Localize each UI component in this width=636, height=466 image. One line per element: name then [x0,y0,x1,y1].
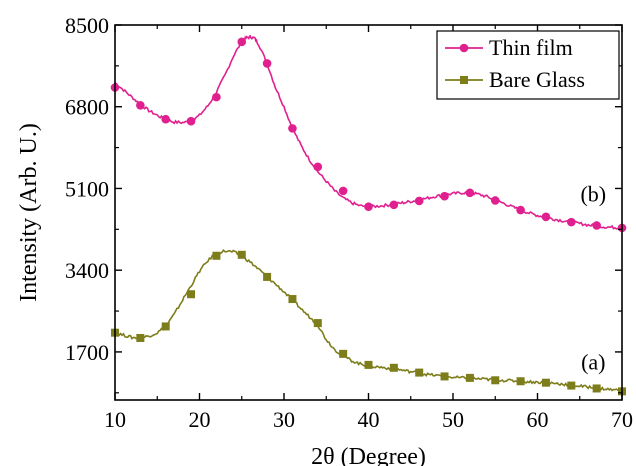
x-tick-label: 10 [104,407,126,432]
y-tick-label: 8500 [65,13,109,38]
data-point-1 [465,373,474,382]
x-tick-label: 20 [189,407,211,432]
data-point-1 [161,322,170,331]
series-layer [110,34,627,396]
data-point-1 [339,349,348,358]
legend-marker-1 [460,76,468,84]
y-axis-title: Intensity (Arb. U.) [16,123,42,302]
series-annotation: (b) [580,181,606,206]
y-tick-label: 5100 [65,176,109,201]
data-point-1 [364,360,373,369]
legend: Thin film Bare Glass [436,30,620,100]
data-point-0 [414,196,424,206]
data-point-1 [212,251,221,260]
data-point-0 [338,186,348,196]
data-point-0 [592,221,601,230]
data-point-1 [187,290,196,299]
data-point-0 [516,205,525,215]
legend-box [436,30,620,100]
data-point-1 [389,363,398,372]
data-point-0 [541,212,551,222]
data-point-1 [263,272,272,281]
legend-label-1: Bare Glass [489,67,585,92]
x-tick-label: 50 [442,407,464,432]
data-point-0 [440,191,449,201]
data-point-0 [161,114,170,124]
x-tick-label: 40 [358,407,380,432]
x-axis-title: 2θ (Degree) [311,444,426,466]
data-point-1 [288,295,297,304]
x-tick-label: 30 [273,407,295,432]
data-point-0 [186,116,196,126]
series-annotation: (a) [581,350,605,375]
data-point-1 [491,376,500,385]
series-line-0 [114,34,623,230]
x-tick-label: 70 [611,407,633,432]
data-point-0 [490,196,500,205]
data-point-0 [567,217,576,227]
legend-marker-0 [459,43,469,53]
x-tick-label: 60 [527,407,549,432]
data-point-1 [440,372,449,381]
y-tick-label: 6800 [65,95,109,120]
data-point-1 [237,250,246,259]
data-point-0 [262,59,272,68]
data-point-1 [516,377,525,386]
data-point-0 [465,188,475,198]
data-point-1 [136,333,145,342]
data-point-0 [136,100,145,110]
data-point-0 [288,124,297,133]
data-point-0 [212,92,221,102]
data-point-1 [415,368,424,377]
y-tick-label: 3400 [65,258,109,283]
y-tick-label: 1700 [65,340,109,365]
data-point-1 [567,381,576,390]
data-point-0 [364,202,373,212]
axes-layer: 10 20 30 40 50 60 70 1700 3400 5100 6800 8500 [65,13,633,432]
data-point-0 [237,37,247,47]
data-point-1 [541,378,550,387]
data-point-0 [313,162,323,172]
data-point-0 [389,200,399,210]
data-point-1 [313,319,322,328]
legend-label-0: Thin film [489,35,573,60]
annotation-layer: (b) (a) [580,181,606,374]
data-point-1 [592,384,601,393]
series-line-1 [114,248,623,393]
